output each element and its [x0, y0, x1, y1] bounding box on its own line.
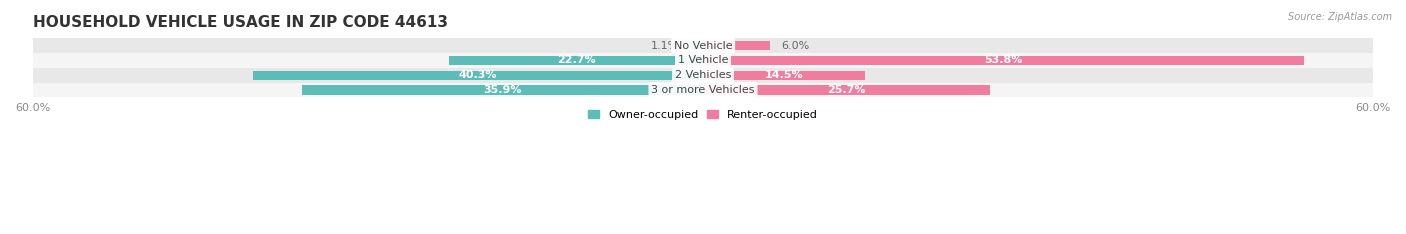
Bar [32, 38, 1374, 53]
Bar [450, 56, 703, 65]
Bar [32, 53, 1374, 68]
Text: 25.7%: 25.7% [827, 85, 866, 95]
Bar [703, 71, 865, 80]
Text: 53.8%: 53.8% [984, 55, 1022, 65]
Bar [690, 41, 703, 50]
Text: Source: ZipAtlas.com: Source: ZipAtlas.com [1288, 12, 1392, 22]
Text: 22.7%: 22.7% [557, 55, 596, 65]
Bar [253, 71, 703, 80]
Text: 35.9%: 35.9% [484, 85, 522, 95]
Bar [703, 85, 990, 95]
Text: HOUSEHOLD VEHICLE USAGE IN ZIP CODE 44613: HOUSEHOLD VEHICLE USAGE IN ZIP CODE 4461… [32, 15, 447, 30]
Text: 3 or more Vehicles: 3 or more Vehicles [651, 85, 755, 95]
Bar [32, 83, 1374, 97]
Bar [32, 68, 1374, 83]
Text: 1.1%: 1.1% [651, 40, 679, 51]
Bar [302, 85, 703, 95]
Text: 2 Vehicles: 2 Vehicles [675, 70, 731, 80]
Bar [703, 56, 1305, 65]
Text: 1 Vehicle: 1 Vehicle [678, 55, 728, 65]
Legend: Owner-occupied, Renter-occupied: Owner-occupied, Renter-occupied [583, 105, 823, 124]
Text: 6.0%: 6.0% [782, 40, 810, 51]
Text: 14.5%: 14.5% [765, 70, 803, 80]
Text: 40.3%: 40.3% [458, 70, 498, 80]
Text: No Vehicle: No Vehicle [673, 40, 733, 51]
Bar [703, 41, 770, 50]
